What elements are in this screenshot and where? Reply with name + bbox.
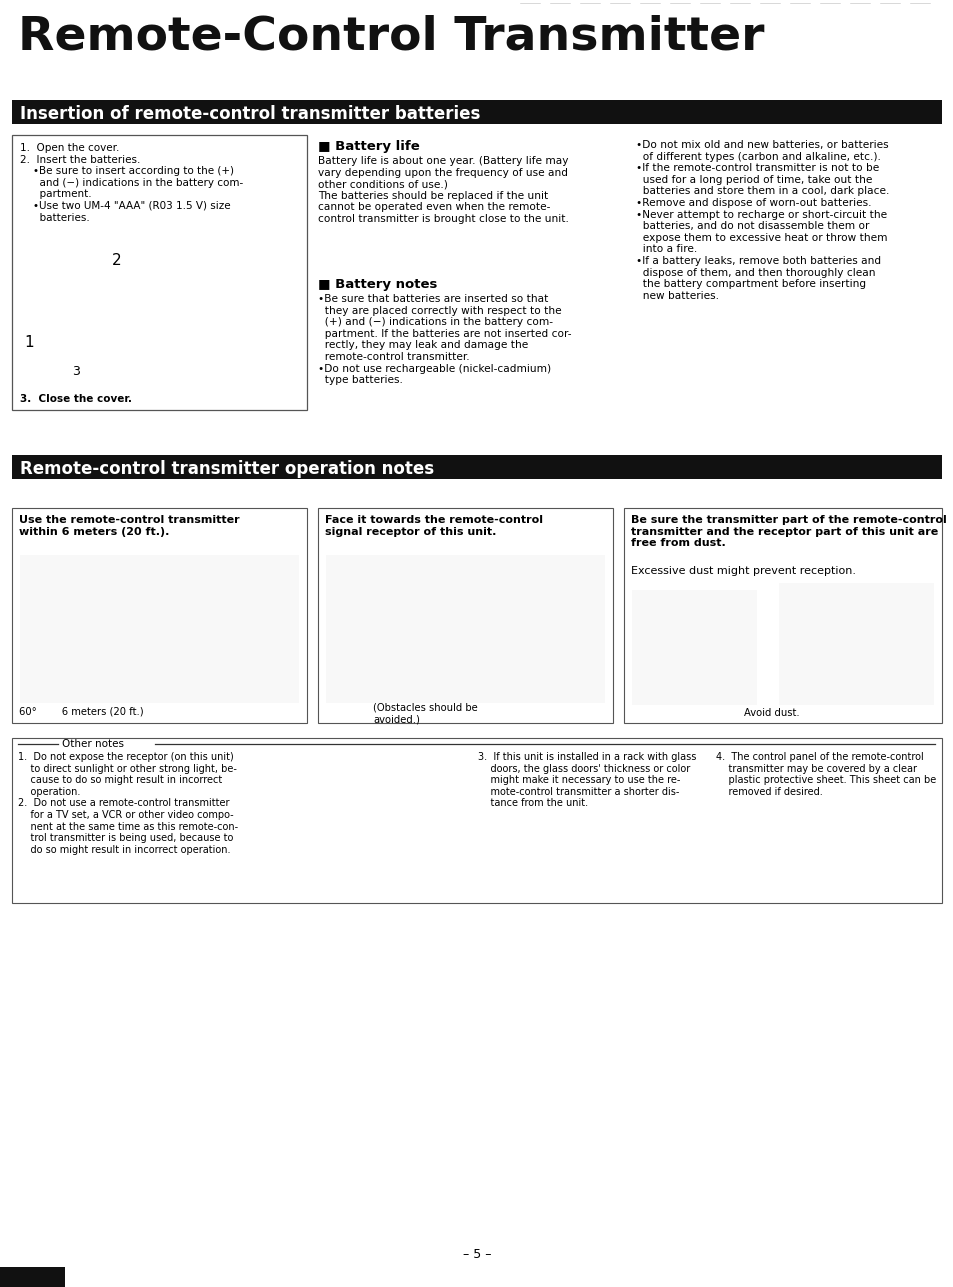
Text: 3.  Close the cover.: 3. Close the cover. xyxy=(20,394,132,404)
Text: 1.  Open the cover.
2.  Insert the batteries.
    •Be sure to insert according t: 1. Open the cover. 2. Insert the batteri… xyxy=(20,143,243,223)
Text: ■ Battery life: ■ Battery life xyxy=(317,140,419,153)
Text: Face it towards the remote-control
signal receptor of this unit.: Face it towards the remote-control signa… xyxy=(325,515,542,537)
Bar xyxy=(0,1266,65,1287)
Text: 3: 3 xyxy=(71,366,80,378)
Text: 1: 1 xyxy=(24,335,33,350)
Text: Avoid dust.: Avoid dust. xyxy=(743,708,799,718)
Text: •Be sure that batteries are inserted so that
  they are placed correctly with re: •Be sure that batteries are inserted so … xyxy=(317,293,571,385)
Text: ■ Battery notes: ■ Battery notes xyxy=(317,278,436,291)
Text: 1.  Do not expose the receptor (on this unit)
    to direct sunlight or other st: 1. Do not expose the receptor (on this u… xyxy=(18,752,238,855)
Text: Excessive dust might prevent reception.: Excessive dust might prevent reception. xyxy=(630,566,855,577)
Text: •Do not mix old and new batteries, or batteries
  of different types (carbon and: •Do not mix old and new batteries, or ba… xyxy=(636,140,888,301)
Bar xyxy=(623,508,941,723)
Bar xyxy=(12,100,941,124)
Text: Battery life is about one year. (Battery life may
vary depending upon the freque: Battery life is about one year. (Battery… xyxy=(317,156,568,224)
Text: Insertion of remote-control transmitter batteries: Insertion of remote-control transmitter … xyxy=(20,106,480,124)
Bar xyxy=(12,135,307,411)
Text: 3.  If this unit is installed in a rack with glass
    doors, the glass doors' t: 3. If this unit is installed in a rack w… xyxy=(477,752,696,808)
Bar xyxy=(24,247,294,377)
Text: – 5 –: – 5 – xyxy=(462,1248,491,1261)
Bar xyxy=(779,583,933,705)
Bar xyxy=(12,456,941,479)
Text: Be sure the transmitter part of the remote-control
transmitter and the receptor : Be sure the transmitter part of the remo… xyxy=(630,515,945,548)
Bar xyxy=(631,589,757,705)
Bar xyxy=(12,508,307,723)
Text: Remote-control transmitter operation notes: Remote-control transmitter operation not… xyxy=(20,459,434,477)
Text: 60°        6 meters (20 ft.): 60° 6 meters (20 ft.) xyxy=(19,707,144,717)
Text: Other notes: Other notes xyxy=(62,739,124,749)
Text: 4.  The control panel of the remote-control
    transmitter may be covered by a : 4. The control panel of the remote-contr… xyxy=(716,752,935,797)
Text: 2: 2 xyxy=(112,254,121,268)
Bar xyxy=(12,737,941,903)
Bar xyxy=(326,555,604,703)
Bar xyxy=(317,508,613,723)
Bar xyxy=(20,555,298,703)
Text: Use the remote-control transmitter
within 6 meters (20 ft.).: Use the remote-control transmitter withi… xyxy=(19,515,239,537)
Text: Remote-Control Transmitter: Remote-Control Transmitter xyxy=(18,15,763,60)
Text: (Obstacles should be
avoided.): (Obstacles should be avoided.) xyxy=(373,703,477,725)
